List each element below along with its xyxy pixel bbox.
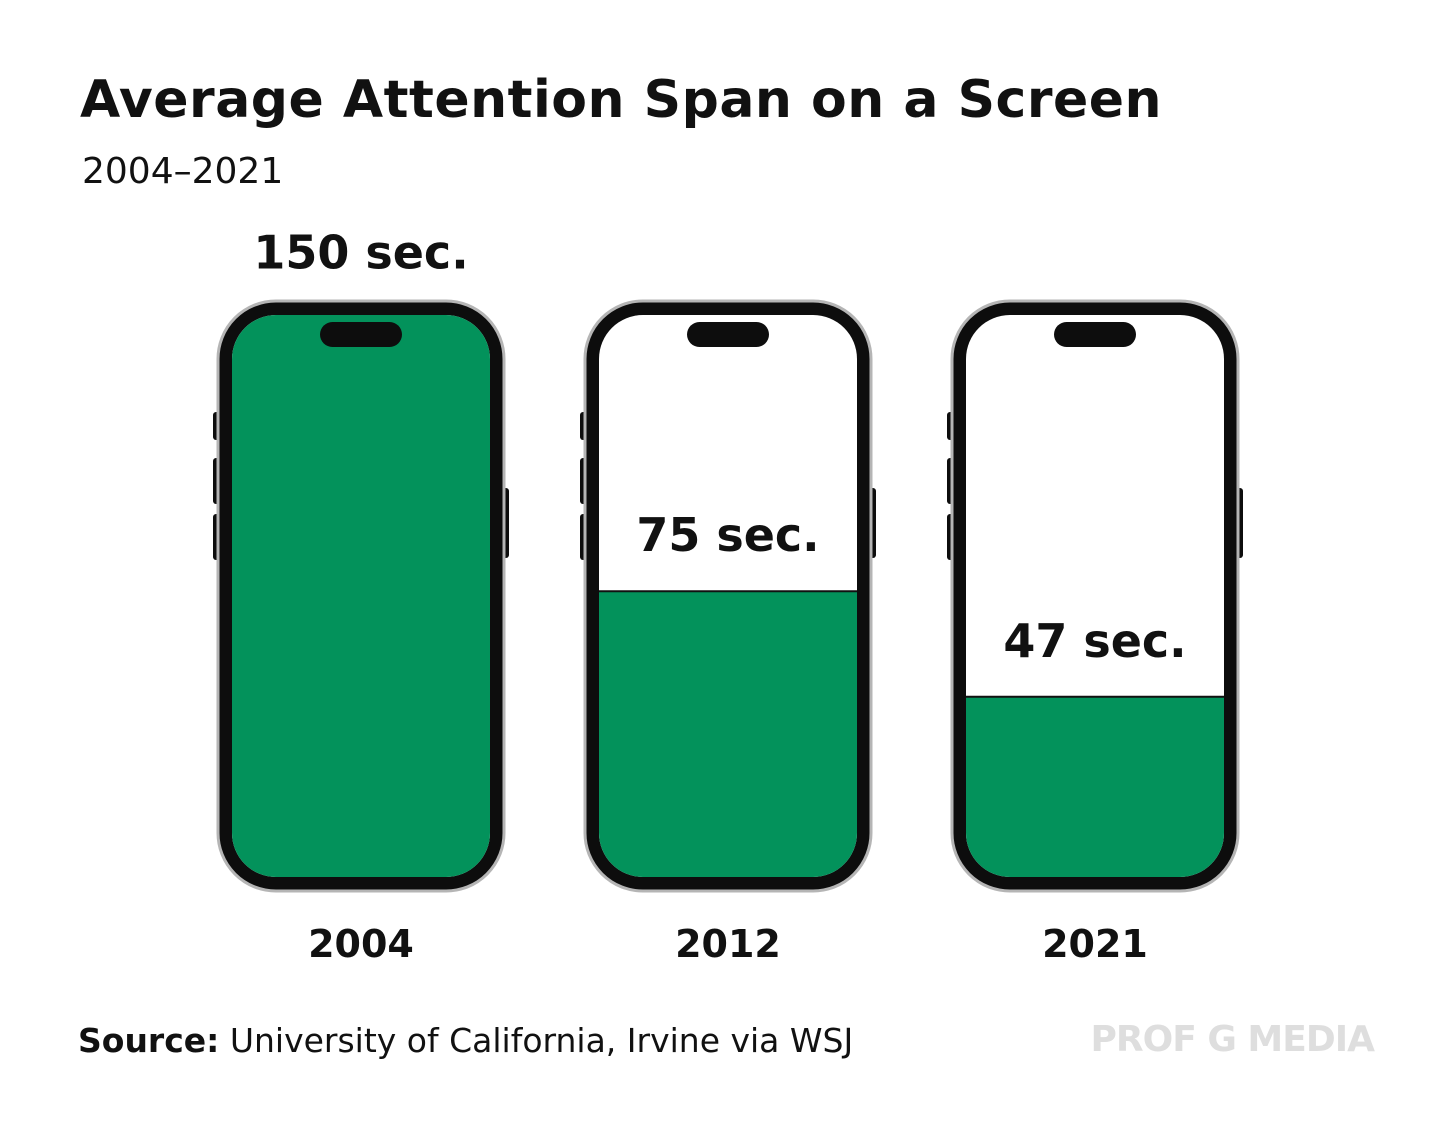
data-label-2021: 47 sec. (1003, 614, 1186, 668)
source-text: University of California, Irvine via WSJ (219, 1021, 854, 1060)
phone-bar-2004: 150 sec. 2004 (213, 225, 509, 966)
x-tick-label-2012: 2012 (675, 922, 781, 966)
source-note: Source: University of California, Irvine… (78, 1020, 853, 1062)
x-tick-label-2021: 2021 (1042, 922, 1148, 966)
bar-fill-2021 (966, 696, 1224, 877)
brand-watermark: PROF G MEDIA (1090, 1019, 1375, 1060)
chart-subtitle: 2004–2021 (82, 151, 284, 192)
source-label: Source: (78, 1021, 220, 1060)
phone-notch-2021 (1054, 322, 1136, 347)
phone-bar-chart: 150 sec. 2004 75 sec. 2012 47 sec. 2021 (213, 225, 1243, 966)
x-tick-label-2004: 2004 (308, 922, 414, 966)
phone-bar-2012: 75 sec. 2012 (580, 299, 876, 966)
phone-bar-2021: 47 sec. 2021 (947, 299, 1243, 966)
phone-notch-2012 (687, 322, 769, 347)
bar-fill-2012 (599, 591, 857, 877)
data-label-2012: 75 sec. (636, 508, 819, 562)
bar-fill-2004 (232, 315, 490, 877)
data-label-2004: 150 sec. (253, 225, 468, 279)
phone-notch-2004 (320, 322, 402, 347)
chart-title: Average Attention Span on a Screen (80, 70, 1163, 130)
